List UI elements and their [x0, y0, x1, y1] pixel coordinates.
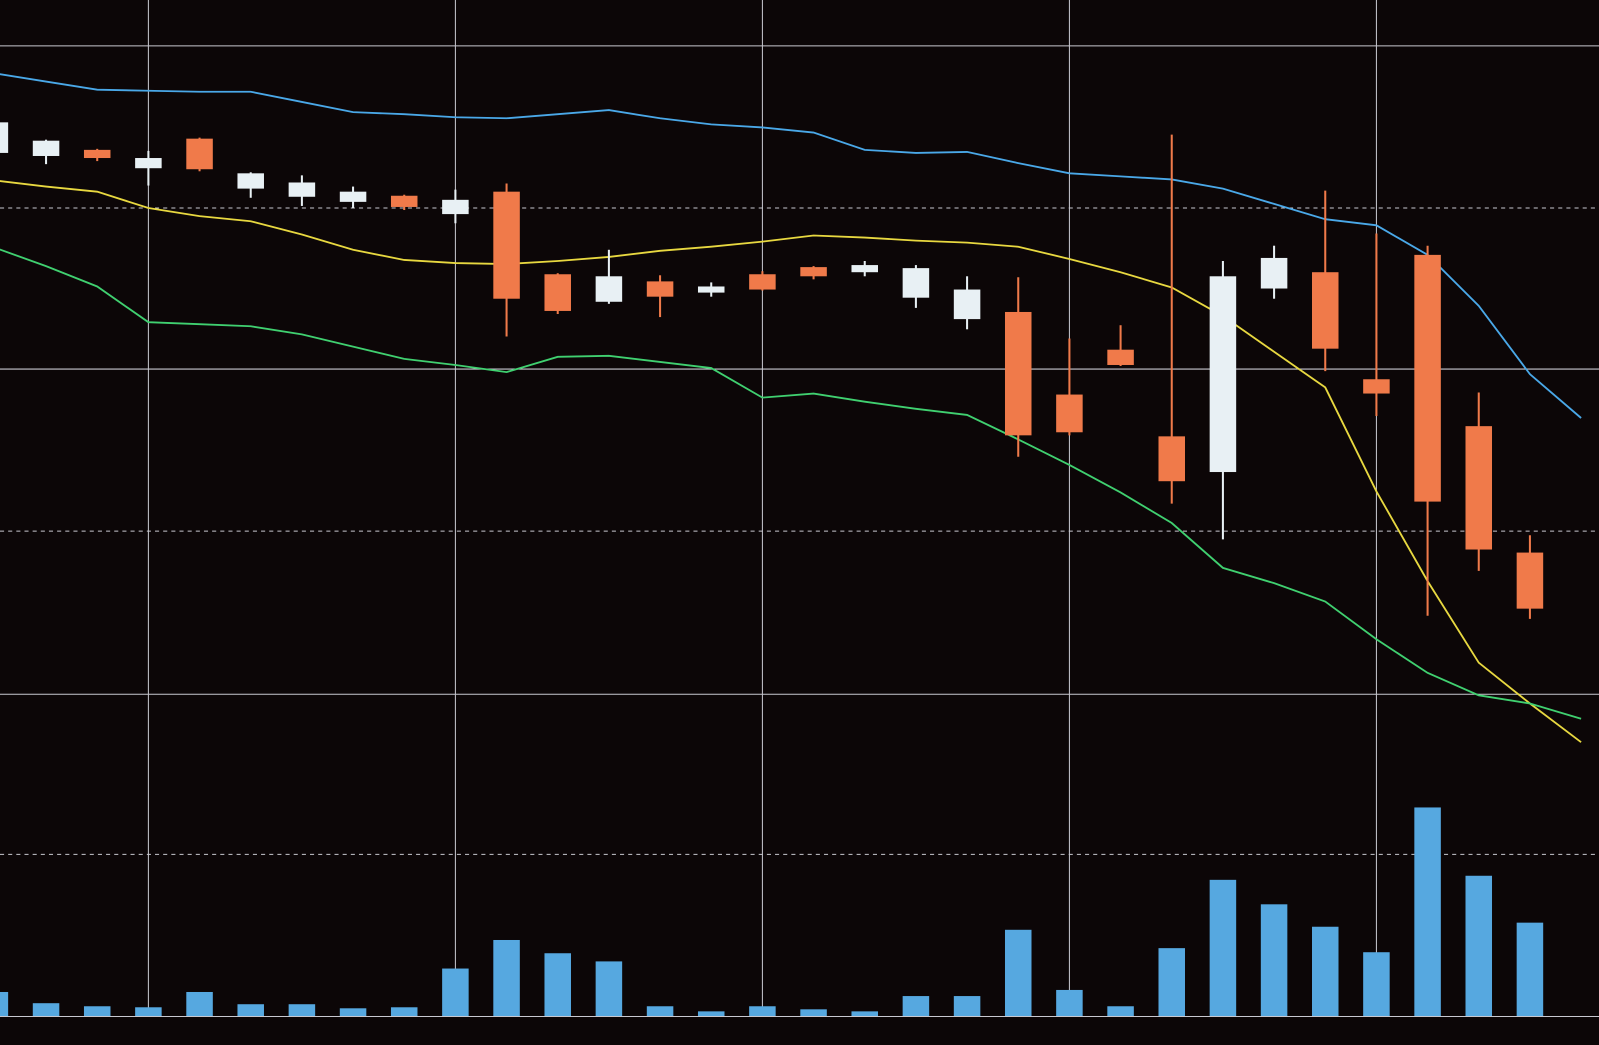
candle-body	[32, 140, 60, 156]
volume-bar	[1004, 929, 1032, 1017]
candle-body	[0, 122, 9, 153]
volume-bar	[902, 996, 930, 1017]
volume-bar	[1414, 807, 1441, 1017]
candle-body	[1363, 379, 1390, 394]
volume-bar	[0, 991, 9, 1017]
volume-bar	[442, 968, 469, 1017]
candle-body	[1465, 426, 1493, 550]
candle-body	[1516, 552, 1544, 609]
candle-body	[851, 265, 878, 273]
candle-body	[749, 274, 776, 290]
candle-body	[442, 199, 469, 215]
volume-bar	[83, 1006, 111, 1017]
volume-bar	[646, 1006, 674, 1017]
volume-bar	[1209, 879, 1237, 1017]
volume-bar	[595, 961, 623, 1017]
candle-body	[288, 182, 316, 197]
candle-body	[1158, 436, 1186, 482]
volume-bar	[493, 939, 520, 1017]
candle-body	[1004, 311, 1032, 436]
candle-body	[83, 149, 111, 159]
volume-bar	[135, 1007, 162, 1017]
volume-bar	[800, 1009, 827, 1017]
volume-bar	[544, 953, 571, 1017]
volume-bar	[1311, 926, 1339, 1017]
volume-bar	[186, 991, 213, 1017]
candle-body	[1414, 254, 1441, 502]
volume-bar	[288, 1004, 316, 1017]
candle-body	[237, 173, 264, 189]
candle-body	[493, 191, 520, 299]
volume-bar	[697, 1011, 725, 1017]
band-line	[0, 73, 1582, 419]
candle-body	[1260, 257, 1288, 289]
candle-body	[186, 138, 213, 170]
volume-bar	[237, 1004, 264, 1017]
volume-bar	[390, 1007, 418, 1017]
volume-bar	[32, 1003, 60, 1017]
candle-body	[953, 289, 981, 320]
candle-body	[1107, 349, 1134, 365]
candle-body	[390, 195, 418, 207]
candle-body	[902, 268, 930, 298]
candle-body	[1209, 276, 1237, 473]
candle-body	[135, 158, 162, 169]
volume-bar	[1107, 1006, 1134, 1017]
volume-bar	[1516, 922, 1544, 1017]
candle-body	[697, 286, 725, 293]
volume-bar	[1363, 952, 1390, 1017]
volume-bar	[953, 996, 981, 1017]
volume-bar	[1158, 948, 1186, 1017]
volume-bar	[1465, 875, 1493, 1017]
volume-bar	[1260, 904, 1288, 1017]
candle-body	[339, 191, 367, 202]
candle-body	[1056, 394, 1083, 433]
candle-body	[800, 267, 827, 277]
band-line	[0, 180, 1582, 743]
candle-body	[646, 281, 674, 297]
candle-body	[595, 276, 623, 302]
band-line	[0, 248, 1582, 720]
volume-bar	[749, 1006, 776, 1017]
volume-bar	[339, 1008, 367, 1017]
volume-bar	[1056, 989, 1083, 1017]
candle-body	[544, 274, 571, 311]
volume-bar	[851, 1011, 878, 1017]
candle-body	[1311, 272, 1339, 349]
